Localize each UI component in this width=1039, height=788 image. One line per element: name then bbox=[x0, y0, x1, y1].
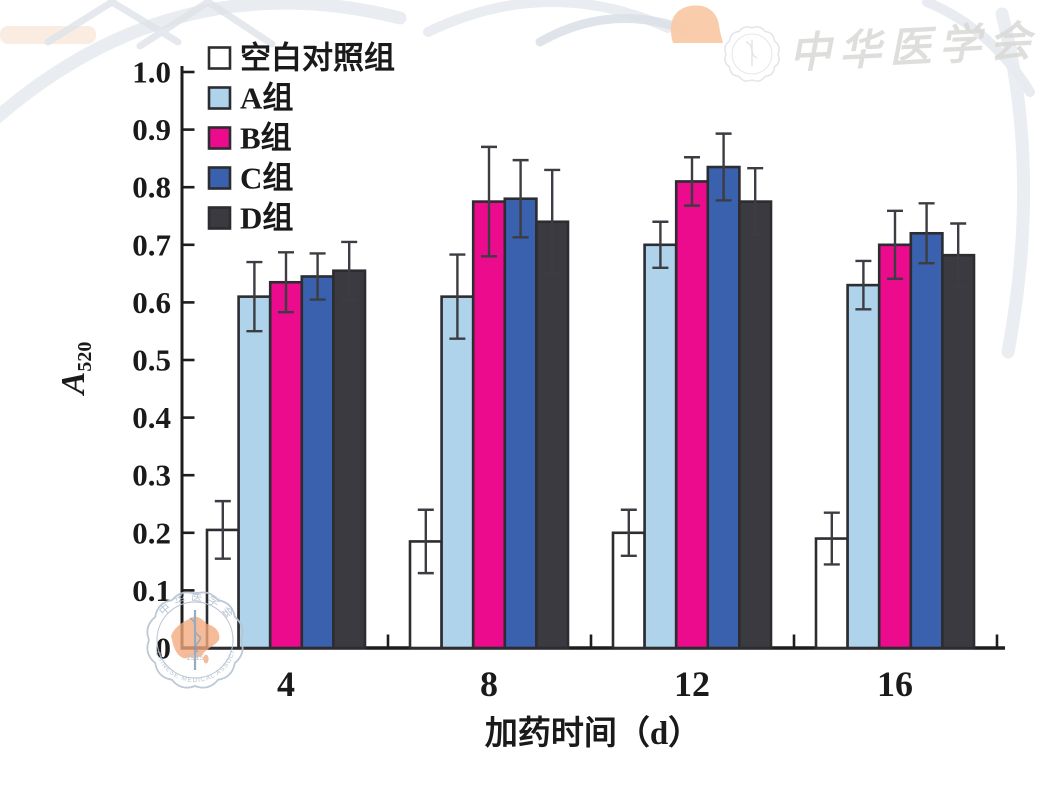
y-tick-label: 1.0 bbox=[132, 55, 171, 90]
svg-text:A520: A520 bbox=[55, 342, 96, 397]
legend-swatch bbox=[207, 126, 232, 150]
legend-swatch bbox=[207, 86, 232, 110]
bar-D-t12 bbox=[738, 200, 773, 650]
seal-inner-ring bbox=[731, 33, 773, 75]
error-bar bbox=[417, 508, 434, 575]
y-tick-label: 0.5 bbox=[132, 343, 171, 378]
error-bar bbox=[715, 132, 732, 202]
error-bar bbox=[278, 251, 294, 314]
legend-swatch bbox=[207, 166, 232, 190]
bar-C-t8 bbox=[503, 197, 538, 650]
seal-scallop-ring bbox=[146, 591, 244, 689]
x-category-label: 16 bbox=[877, 664, 913, 704]
bar-A-t12 bbox=[643, 243, 678, 650]
error-bar bbox=[512, 158, 529, 239]
error-bar bbox=[620, 508, 637, 558]
error-bar bbox=[747, 166, 764, 237]
error-bar bbox=[684, 156, 700, 207]
legend-swatch bbox=[207, 46, 232, 70]
bar-A-t4 bbox=[237, 295, 272, 650]
bar-D-t4 bbox=[332, 269, 367, 650]
legend-label: C组 bbox=[240, 161, 293, 196]
y-tick-label: 0.8 bbox=[132, 170, 171, 205]
error-bar bbox=[887, 209, 903, 280]
legend-label: D组 bbox=[240, 201, 293, 236]
legend-swatch bbox=[207, 206, 232, 230]
error-bar bbox=[950, 222, 967, 289]
seal-year: 1915 bbox=[186, 653, 204, 662]
y-tick-label: 0.7 bbox=[132, 227, 171, 262]
x-axis-title: 加药时间（d） bbox=[485, 715, 701, 752]
watermark-arc bbox=[535, 14, 691, 47]
bar-A-t8 bbox=[440, 295, 475, 650]
china-map-island bbox=[203, 654, 209, 664]
bar-C-t4 bbox=[300, 275, 335, 650]
y-tick-label: 0.2 bbox=[132, 515, 171, 550]
watermark-seal-top-right bbox=[724, 26, 780, 82]
legend: 空白对照组 A组 B组 C组 D组 bbox=[207, 41, 395, 236]
bar-C-t16 bbox=[909, 231, 944, 650]
error-bar bbox=[544, 168, 561, 275]
y-tick-label: 0 bbox=[156, 631, 172, 666]
watermark-arc bbox=[995, 7, 1031, 359]
watermark-peach-blob bbox=[670, 5, 723, 44]
asclepius-snake-icon bbox=[189, 617, 202, 653]
error-bar bbox=[855, 259, 872, 311]
y-axis-title: A520 bbox=[55, 342, 96, 397]
error-bar bbox=[214, 499, 231, 560]
y-tick-label: 0.6 bbox=[132, 285, 171, 320]
bar-C-t12 bbox=[706, 165, 741, 650]
watermark-arcs bbox=[0, 0, 1035, 359]
x-category-label: 4 bbox=[277, 664, 295, 704]
error-bar bbox=[918, 202, 935, 265]
error-bar bbox=[823, 511, 840, 566]
y-axis-title-subscript: 520 bbox=[74, 342, 96, 372]
bar-D-t8 bbox=[535, 220, 570, 650]
y-tick-label: 0.4 bbox=[132, 400, 171, 435]
error-bar bbox=[652, 220, 669, 270]
error-bar bbox=[309, 252, 326, 301]
legend-label: B组 bbox=[240, 121, 292, 156]
error-bar bbox=[341, 240, 358, 301]
y-tick-label: 0.3 bbox=[132, 458, 171, 493]
legend-label: 空白对照组 bbox=[240, 41, 395, 76]
legend-label: A组 bbox=[240, 81, 293, 116]
bar-B-t4 bbox=[268, 280, 304, 650]
error-bar bbox=[481, 145, 497, 258]
seal-inner-ring bbox=[156, 601, 234, 679]
watermark-peaks bbox=[44, 0, 276, 50]
y-axis-title-base: A bbox=[55, 372, 92, 397]
bar-D-t16 bbox=[941, 253, 976, 650]
y-tick-label: 0.9 bbox=[132, 112, 171, 147]
error-bar bbox=[246, 260, 263, 333]
error-bar bbox=[449, 253, 466, 340]
bar-A-t16 bbox=[846, 283, 881, 650]
bar-B-t12 bbox=[674, 180, 710, 650]
seal-scallop-ring bbox=[724, 26, 780, 82]
seal-emblem-mark bbox=[745, 40, 758, 66]
x-category-label: 8 bbox=[480, 664, 498, 704]
x-category-label: 12 bbox=[674, 664, 710, 704]
bar-B-t16 bbox=[877, 243, 913, 650]
bar-B-t8 bbox=[471, 200, 507, 650]
watermark-signature: 中华医学会 bbox=[788, 18, 1039, 78]
